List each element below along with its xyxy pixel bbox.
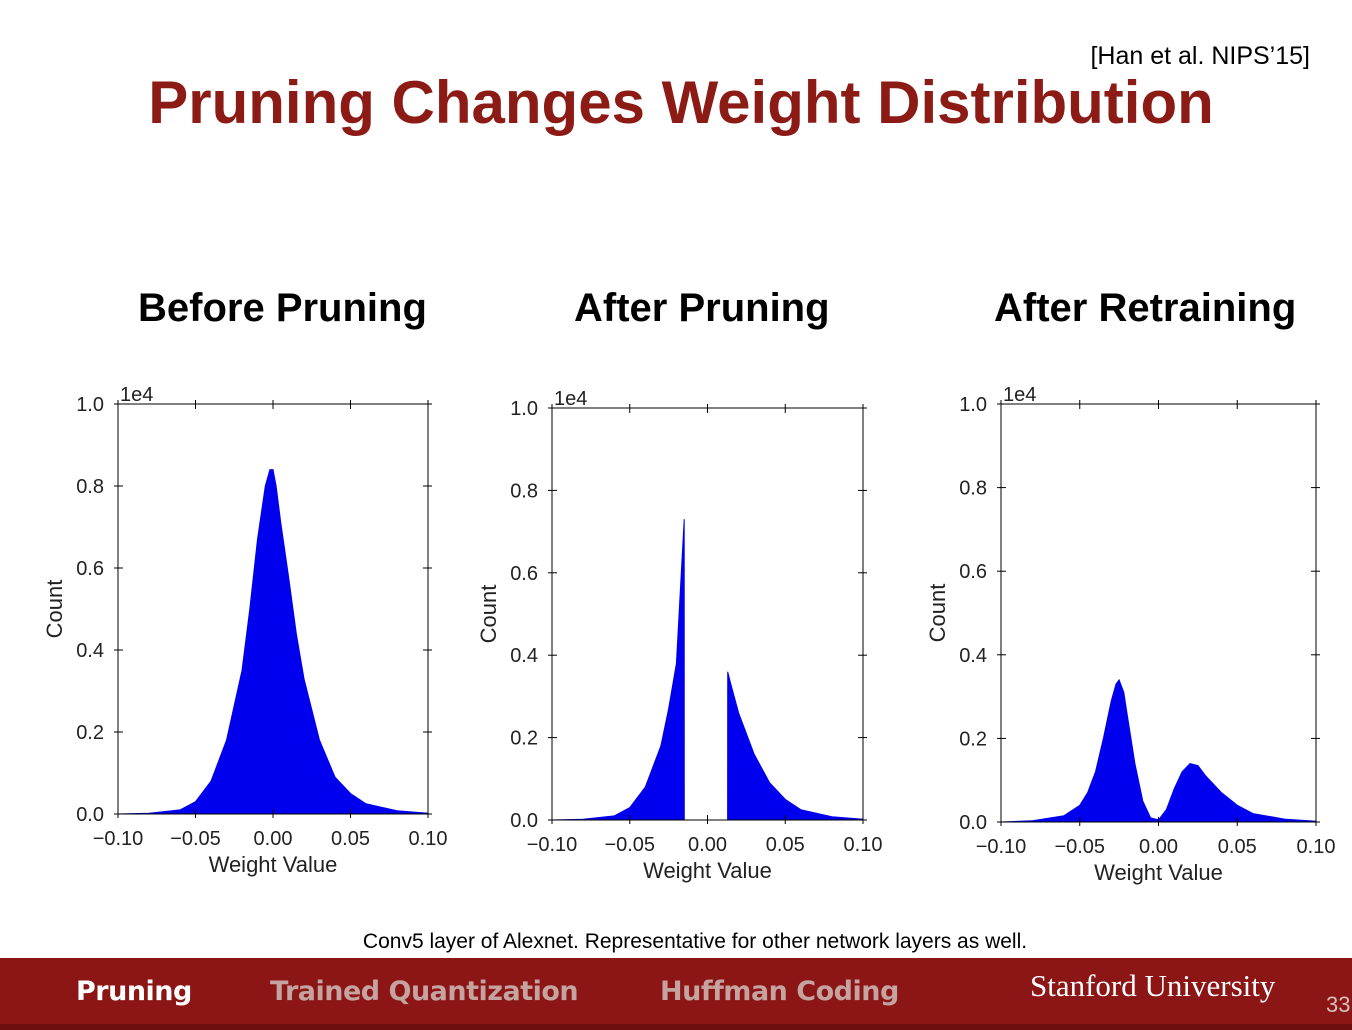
scale-label-2: 1e4 <box>1003 384 1036 406</box>
x-axis-label-2: Weight Value <box>1094 860 1223 885</box>
y-tick-label-1-4: 0.8 <box>510 480 538 502</box>
histogram-area-2 <box>1000 678 1317 823</box>
histogram-charts: 0.0 0.2 0.4 0.6 0.8 1.0 −0.10 −0.05 0.00 0.05 0.10… <box>42 384 1336 885</box>
y-tick-label-0-3: 0.6 <box>76 558 104 580</box>
footer-shade <box>0 1024 1352 1030</box>
y-tick-label-1-3: 0.6 <box>510 563 538 585</box>
histogram-area-0 <box>117 469 429 815</box>
y-tick-label-2-2: 0.4 <box>959 645 987 667</box>
x-tick-label-0-0: −0.10 <box>93 828 144 850</box>
slide-title: Pruning Changes Weight Distribution <box>148 69 1214 136</box>
y-tick-label-0-2: 0.4 <box>76 640 104 662</box>
panel-title-before-pruning: Before Pruning <box>138 286 427 330</box>
y-tick-label-1-5: 1.0 <box>510 398 538 420</box>
x-tick-label-0-3: 0.05 <box>331 828 370 850</box>
plot-frame-2 <box>1000 403 1317 823</box>
y-tick-label-2-3: 0.6 <box>959 561 987 583</box>
x-tick-label-1-0: −0.10 <box>527 834 578 856</box>
x-tick-label-2-0: −0.10 <box>976 836 1027 858</box>
x-tick-label-2-3: 0.05 <box>1218 836 1257 858</box>
x-axis-label-0: Weight Value <box>209 852 338 877</box>
x-axis-label-1: Weight Value <box>643 858 772 883</box>
x-tick-label-1-4: 0.10 <box>844 834 883 856</box>
y-tick-label-0-5: 1.0 <box>76 394 104 416</box>
x-tick-label-1-1: −0.05 <box>604 834 655 856</box>
x-tick-label-0-4: 0.10 <box>409 828 448 850</box>
x-tick-label-2-4: 0.10 <box>1297 836 1336 858</box>
panel-title-after-pruning: After Pruning <box>574 286 830 330</box>
y-tick-label-2-0: 0.0 <box>959 812 987 834</box>
y-tick-label-0-1: 0.2 <box>76 722 104 744</box>
y-axis-label-2: Count <box>925 584 950 643</box>
x-tick-label-2-2: 0.00 <box>1139 836 1178 858</box>
y-tick-label-0-0: 0.0 <box>76 804 104 826</box>
y-tick-label-2-1: 0.2 <box>959 728 987 750</box>
page-number: 33 <box>1326 992 1351 1017</box>
y-tick-label-1-1: 0.2 <box>510 728 538 750</box>
stanford-university-logo: Stanford University <box>1030 968 1276 1003</box>
x-tick-label-0-2: 0.00 <box>254 828 293 850</box>
panel-title-after-retraining: After Retraining <box>994 286 1297 330</box>
footer-bar: Pruning Trained Quantization Huffman Cod… <box>0 958 1352 1030</box>
y-tick-label-2-5: 1.0 <box>959 394 987 416</box>
histogram-area-1 <box>551 519 864 821</box>
y-axis-label-1: Count <box>476 585 501 644</box>
nav-huffman-coding[interactable]: Huffman Coding <box>660 976 899 1007</box>
nav-trained-quantization[interactable]: Trained Quantization <box>270 976 579 1007</box>
scale-label-1: 1e4 <box>554 388 587 410</box>
citation: [Han et al. NIPS’15] <box>1090 42 1310 70</box>
x-tick-label-0-1: −0.05 <box>170 828 221 850</box>
scale-label-0: 1e4 <box>120 384 153 406</box>
y-tick-label-2-4: 0.8 <box>959 478 987 500</box>
plot-frame-1 <box>551 407 864 821</box>
nav-pruning[interactable]: Pruning <box>76 976 192 1007</box>
x-tick-label-2-1: −0.05 <box>1054 836 1105 858</box>
y-tick-label-0-4: 0.8 <box>76 476 104 498</box>
y-tick-label-1-2: 0.4 <box>510 645 538 667</box>
x-tick-label-1-3: 0.05 <box>766 834 805 856</box>
y-axis-label-0: Count <box>42 580 67 639</box>
figure-caption: Conv5 layer of Alexnet. Representative f… <box>362 930 1028 953</box>
y-tick-label-1-0: 0.0 <box>510 810 538 832</box>
x-tick-label-1-2: 0.00 <box>688 834 727 856</box>
